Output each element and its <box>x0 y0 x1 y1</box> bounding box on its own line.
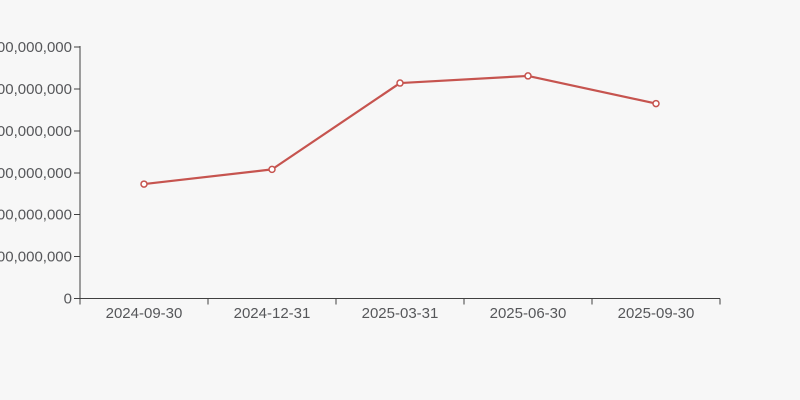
data-point-marker <box>268 165 276 174</box>
x-tick-label: 2024-09-30 <box>106 305 183 322</box>
x-tick-label: 2025-03-31 <box>362 305 439 322</box>
series-line <box>142 74 658 186</box>
y-tick-label: 400,000,000 <box>0 123 72 140</box>
y-tick-label: 0 <box>64 291 72 308</box>
axes-group: 0 100,000,000 200,000,000 300,000,000 400,00… <box>0 39 721 322</box>
data-point-marker <box>524 72 532 80</box>
y-tick-label: 500,000,000 <box>0 81 72 98</box>
x-tick-label: 2024-12-31 <box>234 305 311 322</box>
x-tick-label: 2025-06-30 <box>490 305 567 322</box>
y-tick-label: 600,000,000 <box>0 39 72 56</box>
data-point-marker <box>652 99 660 108</box>
y-tick-label: 200,000,000 <box>0 207 72 224</box>
data-point-marker <box>140 180 148 188</box>
series-group <box>140 72 660 188</box>
x-tick-label: 2025-09-30 <box>618 305 695 322</box>
data-point-marker <box>396 79 404 87</box>
y-tick-label: 100,000,000 <box>0 249 72 266</box>
y-tick-label: 300,000,000 <box>0 165 72 182</box>
